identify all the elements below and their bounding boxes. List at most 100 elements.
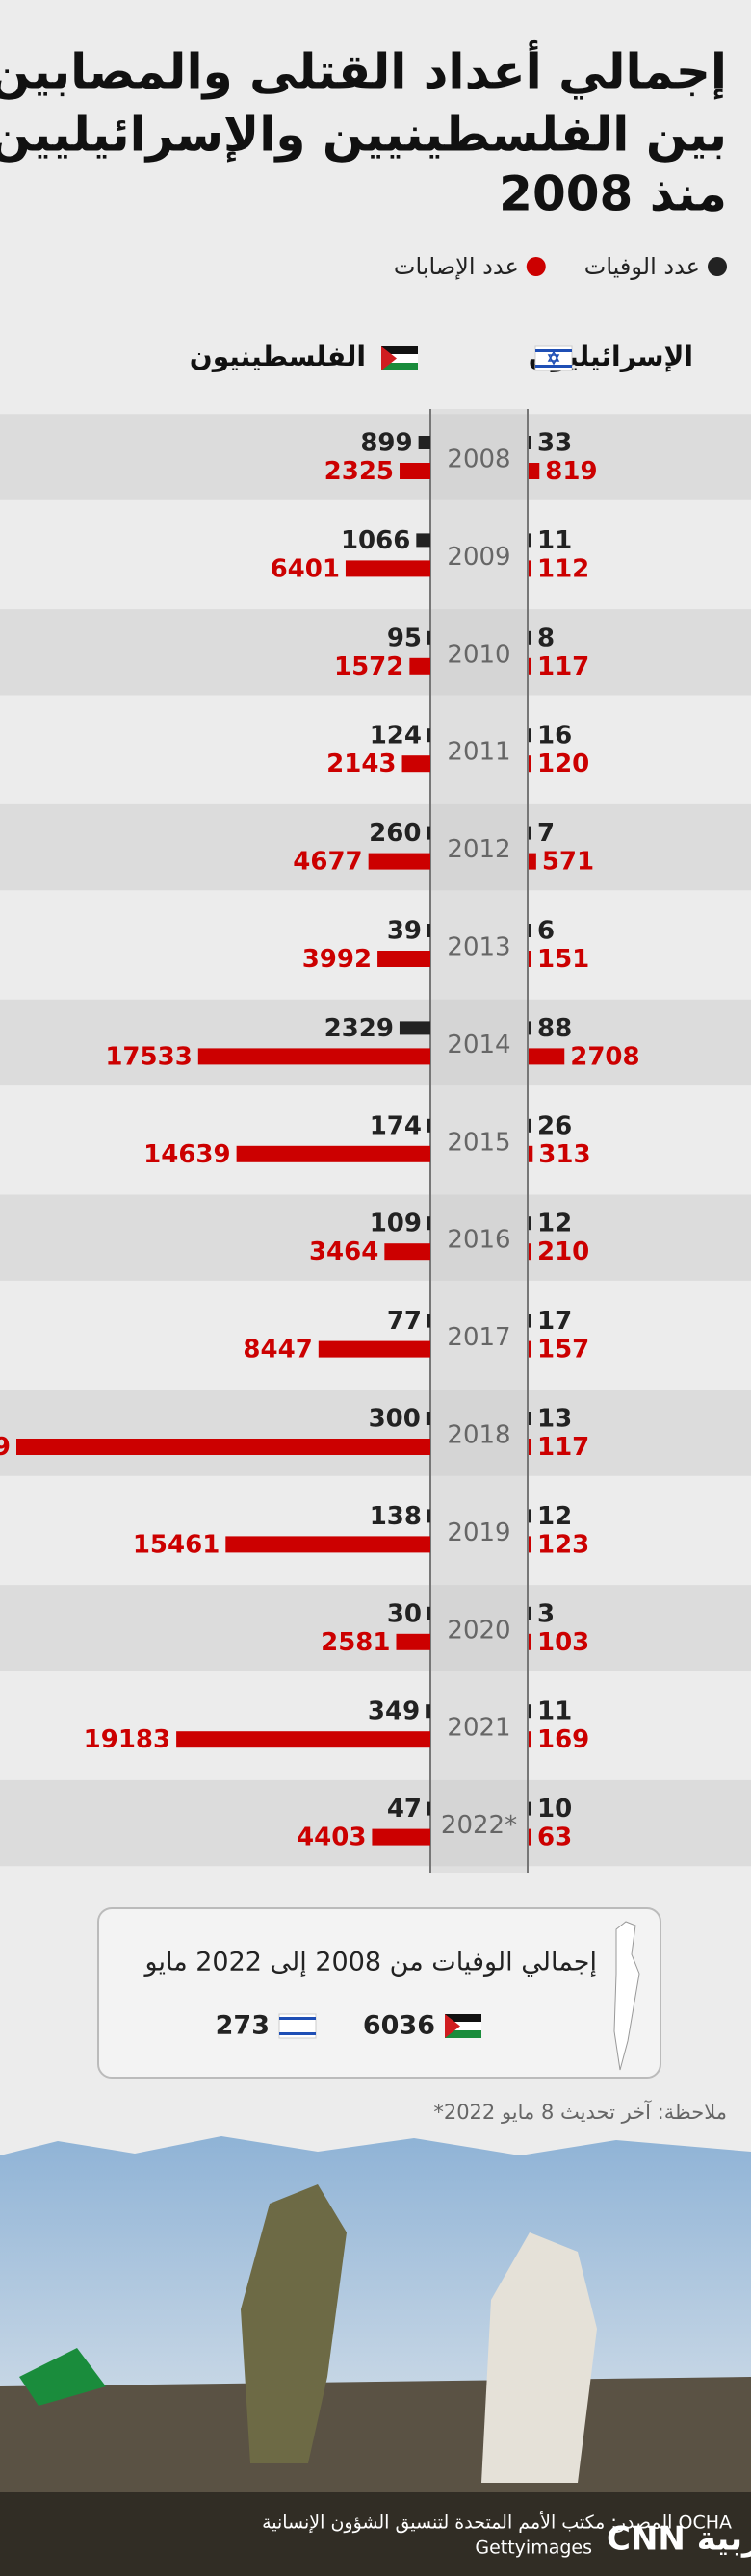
death-bar (427, 1606, 430, 1620)
death-bar (529, 1314, 531, 1328)
photo-figure (241, 2184, 347, 2463)
injury-bar (529, 755, 531, 773)
legend-swatch (526, 257, 546, 276)
death-label: 6 (537, 917, 555, 946)
injury-bar (529, 1536, 531, 1553)
injury-bar (529, 1243, 531, 1261)
injury-label: 19183 (84, 1725, 170, 1754)
injury-label: 31259 (0, 1433, 11, 1462)
year-label: 2016 (447, 1226, 510, 1255)
injury-bar (384, 1243, 430, 1261)
summary-value: 273 (216, 2011, 270, 2041)
death-label: 95 (387, 624, 422, 652)
row-band (0, 1390, 751, 1476)
center-column (430, 409, 528, 1873)
source: المصدر: مكتب الأمم المتحدة لتنسيق الشؤون… (262, 2512, 732, 2534)
injury-bar (529, 1828, 531, 1846)
death-label: 39 (387, 917, 422, 946)
injury-bar (318, 1340, 430, 1358)
israel-flag (534, 345, 573, 371)
year-label: 2022* (441, 1811, 517, 1840)
death-label: 3 (537, 1599, 555, 1628)
row-band (0, 1194, 751, 1281)
title-line: بين الفلسطينيين والإسرائيليين (0, 107, 727, 164)
row-band (0, 999, 751, 1086)
injury-label: 8447 (243, 1336, 312, 1365)
injury-bar (372, 1828, 430, 1846)
death-label: 11 (537, 526, 572, 555)
injury-label: 112 (537, 554, 589, 583)
death-bar (529, 1704, 531, 1719)
row-band (0, 1779, 751, 1867)
death-bar (529, 1509, 531, 1523)
death-bar (427, 924, 430, 937)
injury-label: 103 (537, 1628, 589, 1657)
injury-label: 151 (537, 945, 589, 974)
death-bar (529, 1606, 531, 1620)
death-bar (427, 630, 430, 645)
injury-bar (529, 657, 531, 675)
row-band (0, 609, 751, 696)
injury-bar (368, 853, 430, 870)
death-bar (529, 1118, 531, 1133)
injury-label: 169 (537, 1725, 589, 1754)
logo: CNN العربية (607, 2520, 751, 2559)
injury-bar (236, 1145, 430, 1162)
death-label: 47 (387, 1795, 422, 1824)
injury-label: 4677 (293, 848, 362, 877)
injury-label: 210 (537, 1237, 589, 1266)
injury-bar (529, 1633, 531, 1650)
year-label: 2020 (447, 1616, 510, 1645)
death-bar (427, 1118, 430, 1133)
injury-bar (529, 951, 531, 967)
death-label: 30 (387, 1599, 422, 1628)
year-label: 2014 (447, 1031, 510, 1059)
injury-bar (529, 1439, 531, 1455)
death-bar (426, 1704, 430, 1719)
injury-label: 313 (538, 1140, 590, 1169)
injury-bar (529, 1145, 533, 1162)
injury-bar (16, 1439, 430, 1455)
injury-label: 117 (537, 652, 589, 681)
year-label: 2015 (447, 1128, 510, 1157)
death-bar (529, 728, 531, 743)
year-label: 2011 (447, 738, 510, 767)
injury-bar (176, 1731, 430, 1748)
injury-bar (529, 1340, 531, 1358)
injury-label: 2143 (326, 750, 396, 778)
injury-label: 15461 (133, 1530, 220, 1559)
death-label: 7 (537, 819, 555, 848)
palestine-flag (445, 2014, 481, 2038)
israel-flag (278, 2013, 317, 2039)
legend-swatch (708, 257, 727, 276)
injury-label: 819 (545, 457, 597, 486)
death-label: 124 (370, 722, 422, 751)
injury-bar (529, 1731, 531, 1748)
death-label: 26 (537, 1111, 572, 1140)
death-label: 77 (387, 1307, 422, 1336)
injury-label: 63 (537, 1824, 572, 1852)
credit: Gettyimages (475, 2538, 592, 2559)
injury-label: 17533 (105, 1042, 192, 1071)
legend-label: عدد الوفيات (584, 253, 700, 280)
death-bar (529, 826, 531, 840)
injury-label: 157 (537, 1336, 589, 1365)
injury-label: 6401 (271, 554, 340, 583)
death-label: 10 (537, 1795, 572, 1824)
title-line: إجمالي أعداد القتلى والمصابين (0, 40, 727, 101)
injury-bar (401, 755, 430, 773)
death-bar (426, 1412, 430, 1425)
injury-bar (396, 1633, 430, 1650)
row-band (0, 414, 751, 500)
death-bar (399, 1021, 430, 1035)
death-label: 109 (370, 1210, 422, 1238)
death-bar (427, 826, 430, 840)
photo-flag (19, 2348, 106, 2406)
death-label: 349 (368, 1697, 420, 1726)
injury-bar (529, 560, 531, 577)
summary-value: 6036 (363, 2011, 435, 2041)
year-label: 2013 (447, 933, 510, 962)
row-band (0, 1585, 751, 1671)
